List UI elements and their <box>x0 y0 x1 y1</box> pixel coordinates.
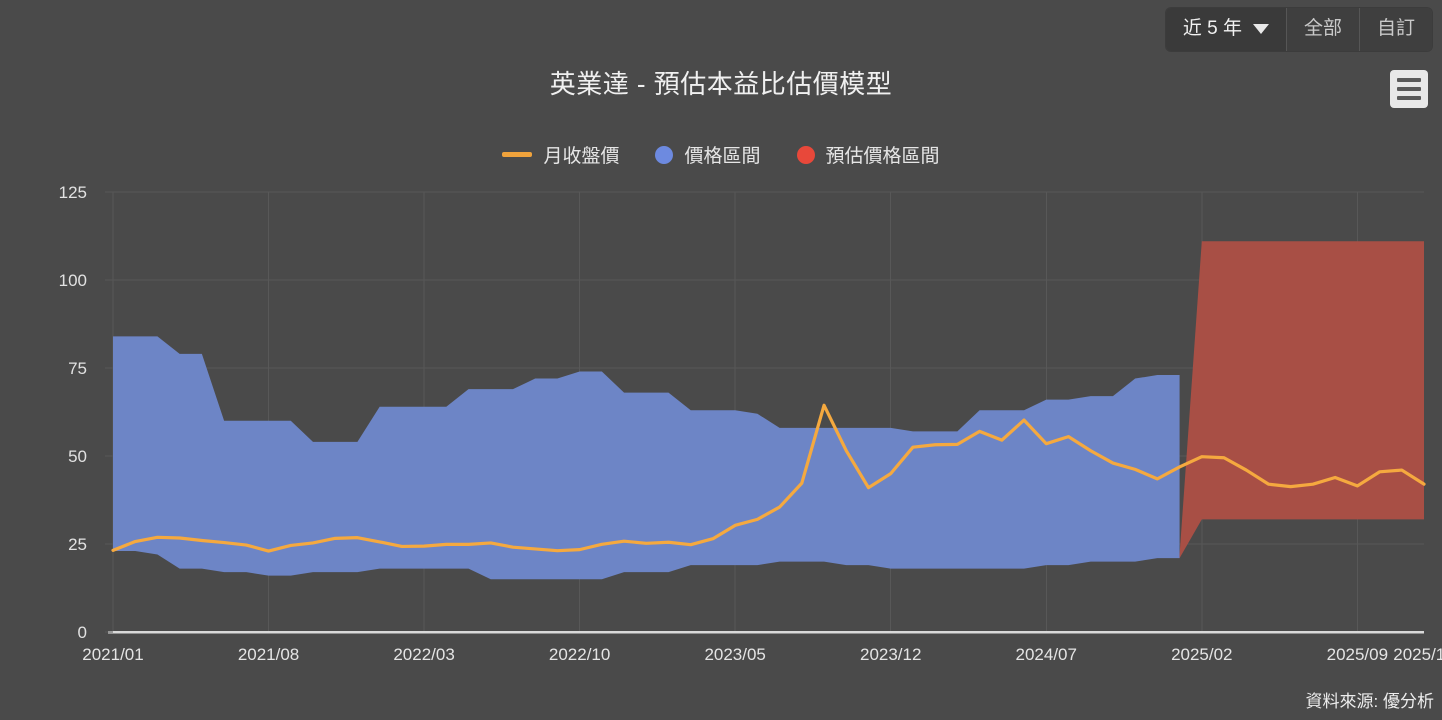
x-axis-tick-label: 2024/07 <box>1016 645 1077 664</box>
legend-item-price-band[interactable]: 價格區間 <box>655 141 761 168</box>
x-axis-tick-label: 2021/01 <box>82 645 143 664</box>
source-note: 資料來源: 優分析 <box>1305 692 1434 711</box>
x-axis-tick-label: 2023/05 <box>704 645 765 664</box>
legend-line-marker <box>502 152 533 157</box>
range-selector[interactable]: 近 5 年 全部 自訂 <box>1165 8 1432 51</box>
band-forecast <box>1179 241 1424 559</box>
y-axis-tick-label: 0 <box>78 623 87 642</box>
y-axis-tick-label: 25 <box>68 535 87 554</box>
x-axis-tick-label: 2022/10 <box>549 645 610 664</box>
range-button-custom-label: 自訂 <box>1376 18 1415 39</box>
y-axis-tick-label: 75 <box>68 359 87 378</box>
x-axis-tick-label: 2025/12 <box>1393 645 1442 664</box>
x-axis-tick-label: 2022/03 <box>393 645 454 664</box>
y-axis-tick-label: 125 <box>59 183 87 202</box>
range-button-all[interactable]: 全部 <box>1286 8 1360 51</box>
range-button-custom[interactable]: 自訂 <box>1359 8 1432 51</box>
hamburger-bar-3 <box>1397 96 1421 100</box>
hamburger-bar-2 <box>1397 87 1421 91</box>
legend-label-price-band: 價格區間 <box>684 146 761 167</box>
legend-dot-red <box>796 145 815 164</box>
legend-label-price-line: 月收盤價 <box>543 146 620 167</box>
legend-item-forecast-band[interactable]: 預估價格區間 <box>796 141 940 168</box>
hamburger-menu-icon[interactable] <box>1390 70 1428 108</box>
legend-item-price-line[interactable]: 月收盤價 <box>502 141 619 168</box>
range-button-5y-label: 近 5 年 <box>1182 18 1242 39</box>
y-axis-tick-label: 100 <box>59 271 87 290</box>
legend-label-forecast-band: 預估價格區間 <box>825 146 940 167</box>
line-monthly-close-price <box>111 403 1426 553</box>
chart-legend: 月收盤價 價格區間 預估價格區間 <box>0 141 1442 168</box>
x-axis-tick-label: 2025/09 <box>1327 645 1388 664</box>
x-axis-tick-label: 2021/08 <box>238 645 299 664</box>
range-button-all-label: 全部 <box>1303 18 1342 39</box>
chevron-down-icon <box>1252 23 1269 34</box>
legend-dot-blue <box>655 145 674 164</box>
range-button-5y[interactable]: 近 5 年 <box>1165 8 1287 51</box>
y-axis-tick-label: 50 <box>68 447 87 466</box>
band-price-range <box>113 336 1180 580</box>
hamburger-bar-1 <box>1397 78 1421 82</box>
x-axis-tick-label: 2025/02 <box>1171 645 1232 664</box>
x-axis-tick-label: 2023/12 <box>860 645 921 664</box>
